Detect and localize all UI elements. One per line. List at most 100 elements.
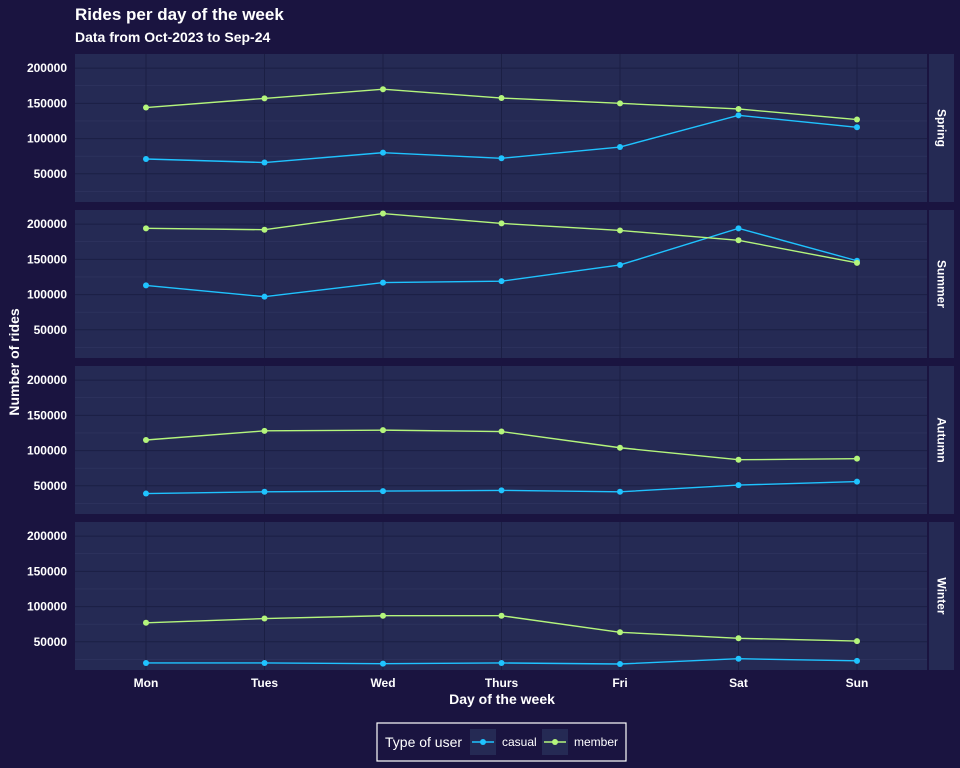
data-point-casual (854, 478, 860, 485)
data-point-casual (854, 124, 860, 131)
y-tick-label: 150000 (27, 564, 67, 578)
data-point-casual (735, 655, 742, 662)
chart-title: Rides per day of the week (75, 5, 284, 24)
facet-strip-label: Autumn (935, 417, 949, 462)
data-point-member (498, 95, 505, 102)
y-tick-label: 150000 (27, 252, 67, 266)
data-point-member (854, 455, 860, 462)
data-point-casual (735, 482, 742, 489)
data-point-member (143, 619, 149, 626)
facet-strip (929, 54, 954, 202)
legend-box (376, 722, 627, 762)
facet-panel-summer: 50000 100000 150000 200000 Summer (27, 210, 954, 358)
y-tick-label: 150000 (27, 408, 67, 422)
y-tick-label: 50000 (34, 479, 68, 493)
x-tick-label: Tues (251, 676, 278, 690)
facet-panel-winter: 50000 100000 150000 200000 Winter (27, 522, 954, 670)
y-tick-label: 100000 (27, 132, 67, 146)
data-point-casual (261, 659, 268, 666)
facet-strip (929, 366, 954, 514)
x-tick-label: Sat (729, 676, 748, 690)
data-point-casual (261, 488, 268, 495)
y-tick-label: 50000 (34, 323, 68, 337)
data-point-member (143, 225, 149, 232)
data-point-member (143, 437, 149, 443)
y-tick-label: 200000 (27, 373, 67, 387)
data-point-casual (854, 657, 860, 664)
x-tick-label: Wed (370, 676, 395, 690)
data-point-casual (617, 261, 623, 268)
data-point-casual (617, 661, 623, 668)
facet-strip (929, 210, 954, 358)
facet-panels: 50000 100000 150000 200000 Spring 50000 100000… (27, 54, 954, 690)
legend-label: casual (502, 735, 537, 749)
data-point-casual (261, 159, 268, 166)
data-point-casual (735, 112, 742, 119)
y-tick-label: 50000 (34, 635, 68, 649)
data-point-member (735, 105, 742, 112)
legend-item-member: member (542, 729, 618, 755)
data-point-casual (735, 225, 742, 232)
y-tick-label: 150000 (27, 96, 67, 110)
data-point-casual (617, 488, 623, 495)
data-point-casual (498, 487, 505, 494)
y-axis-title: Number of rides (6, 308, 22, 416)
facet-strip-label: Spring (935, 109, 949, 147)
y-tick-label: 200000 (27, 529, 67, 543)
data-point-casual (143, 156, 149, 163)
legend-key-point (552, 739, 558, 745)
facet-strip-label: Winter (935, 577, 949, 615)
data-point-casual (380, 488, 386, 495)
data-point-member (380, 612, 386, 619)
data-point-member (735, 456, 742, 463)
x-axis-title: Day of the week (449, 691, 555, 707)
data-point-casual (380, 149, 386, 156)
y-tick-label: 200000 (27, 217, 67, 231)
legend: Type of user casual member (376, 722, 627, 762)
facet-panel-autumn: 50000 100000 150000 200000 Autumn (27, 366, 954, 514)
data-point-member (617, 100, 623, 107)
data-point-casual (498, 155, 505, 162)
data-point-member (261, 615, 268, 622)
data-point-member (498, 220, 505, 227)
data-point-casual (143, 282, 149, 289)
data-point-member (854, 116, 860, 123)
data-point-casual (261, 293, 268, 300)
data-point-member (735, 635, 742, 642)
x-tick-label: Mon (134, 676, 159, 690)
legend-title: Type of user (385, 734, 462, 750)
y-tick-label: 100000 (27, 600, 67, 614)
x-tick-label: Sun (846, 676, 869, 690)
facet-strip (929, 522, 954, 670)
legend-key-point (480, 739, 486, 745)
data-point-member (380, 427, 386, 434)
y-tick-label: 100000 (27, 288, 67, 302)
data-point-casual (498, 659, 505, 666)
facet-panel-spring: 50000 100000 150000 200000 Spring (27, 54, 954, 202)
data-point-member (854, 259, 860, 266)
data-point-member (498, 612, 505, 619)
data-point-member (261, 427, 268, 434)
data-point-member (735, 237, 742, 244)
data-point-casual (380, 279, 386, 286)
y-tick-label: 100000 (27, 444, 67, 458)
legend-item-casual: casual (470, 729, 537, 755)
data-point-member (854, 638, 860, 645)
data-point-casual (498, 278, 505, 285)
legend-label: member (574, 735, 618, 749)
data-point-casual (380, 660, 386, 667)
facet-strip-label: Summer (935, 260, 949, 308)
data-point-member (261, 95, 268, 102)
data-point-casual (143, 659, 149, 666)
data-point-member (617, 629, 623, 636)
chart-subtitle: Data from Oct-2023 to Sep-24 (75, 29, 270, 45)
data-point-member (617, 227, 623, 234)
data-point-member (380, 210, 386, 217)
data-point-casual (143, 490, 149, 497)
data-point-member (261, 226, 268, 233)
data-point-member (380, 86, 386, 93)
x-tick-label: Thurs (485, 676, 519, 690)
data-point-member (617, 444, 623, 451)
